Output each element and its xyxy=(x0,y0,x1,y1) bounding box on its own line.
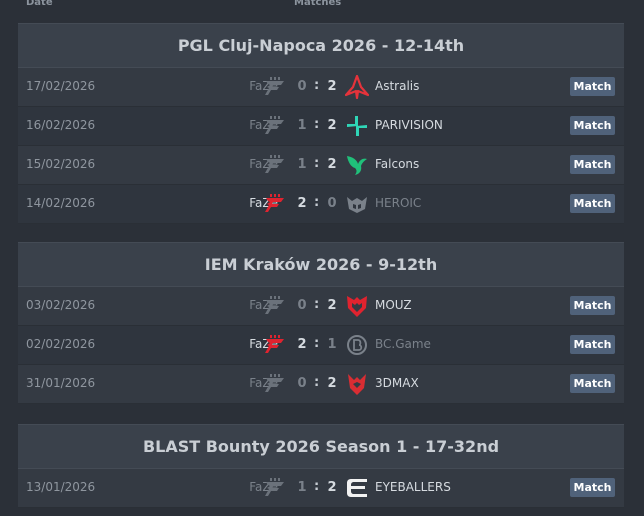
match-row: 03/02/2026 FaZe 0 : 2 MOUZ Match xyxy=(18,287,624,326)
score-separator: : xyxy=(314,156,320,171)
score-separator: : xyxy=(314,297,320,312)
event-title: PGL Cluj-Napoca 2026 - 12-14th xyxy=(18,23,624,68)
match-button[interactable]: Match xyxy=(570,296,615,315)
match-button[interactable]: Match xyxy=(570,116,615,135)
mouz-logo-icon xyxy=(345,294,369,318)
event-section-blast-bounty: BLAST Bounty 2026 Season 1 - 17-32nd 13/… xyxy=(18,424,624,508)
score-separator: : xyxy=(314,479,320,494)
match-row: 15/02/2026 FaZe 1 : 2 Falcons Match xyxy=(18,146,624,185)
faze-logo-icon xyxy=(264,296,286,316)
match-row: 16/02/2026 FaZe 1 : 2 PARIVISION Match xyxy=(18,107,624,146)
team2-name: PARIVISION xyxy=(375,118,443,132)
parivision-logo-icon xyxy=(345,114,369,138)
score-separator: : xyxy=(314,195,320,210)
column-header-date: Date xyxy=(26,0,53,8)
score-separator: : xyxy=(314,117,320,132)
score-separator: : xyxy=(314,78,320,93)
team2-score: 0 xyxy=(327,196,337,211)
match-row: 17/02/2026 FaZe 0 : 2 Astralis Match xyxy=(18,68,624,107)
team1-score: 0 xyxy=(297,298,307,313)
faze-logo-icon xyxy=(264,77,286,97)
event-title: IEM Kraków 2026 - 9-12th xyxy=(18,242,624,287)
match-button[interactable]: Match xyxy=(570,374,615,393)
column-headers: Date Matches xyxy=(0,0,644,12)
match-date: 14/02/2026 xyxy=(26,196,96,210)
match-date: 17/02/2026 xyxy=(26,79,96,93)
team1-score: 1 xyxy=(297,118,307,133)
faze-logo-icon xyxy=(264,116,286,136)
eyeballers-logo-icon xyxy=(345,476,369,500)
team2-name: BC.Game xyxy=(375,337,431,351)
score-separator: : xyxy=(314,375,320,390)
team2-name: EYEBALLERS xyxy=(375,480,451,494)
match-date: 31/01/2026 xyxy=(26,376,96,390)
team2-name: MOUZ xyxy=(375,298,412,312)
match-date: 16/02/2026 xyxy=(26,118,96,132)
event-title: BLAST Bounty 2026 Season 1 - 17-32nd xyxy=(18,424,624,469)
team2-name: 3DMAX xyxy=(375,376,419,390)
match-button[interactable]: Match xyxy=(570,478,615,497)
team2-score: 2 xyxy=(327,79,337,94)
team2-name: Astralis xyxy=(375,79,420,93)
match-date: 02/02/2026 xyxy=(26,337,96,351)
team2-score: 2 xyxy=(327,157,337,172)
score-separator: : xyxy=(314,336,320,351)
faze-logo-icon xyxy=(264,478,286,498)
faze-logo-icon xyxy=(264,194,286,214)
match-button[interactable]: Match xyxy=(570,335,615,354)
match-button[interactable]: Match xyxy=(570,77,615,96)
team1-score: 2 xyxy=(297,337,307,352)
match-date: 13/01/2026 xyxy=(26,480,96,494)
3dmax-logo-icon xyxy=(345,372,369,396)
match-button[interactable]: Match xyxy=(570,194,615,213)
heroic-logo-icon xyxy=(345,192,369,216)
match-row: 02/02/2026 FaZe 2 : 1 BC.Game Match xyxy=(18,326,624,365)
column-header-matches: Matches xyxy=(294,0,342,8)
team1-score: 0 xyxy=(297,79,307,94)
team2-score: 1 xyxy=(327,337,337,352)
match-button[interactable]: Match xyxy=(570,155,615,174)
match-date: 03/02/2026 xyxy=(26,298,96,312)
match-row: 13/01/2026 FaZe 1 : 2 EYEBALLERS Match xyxy=(18,469,624,508)
team1-score: 2 xyxy=(297,196,307,211)
team2-name: Falcons xyxy=(375,157,420,171)
team2-score: 2 xyxy=(327,480,337,495)
astralis-logo-icon xyxy=(345,75,369,99)
team1-score: 1 xyxy=(297,157,307,172)
team2-score: 2 xyxy=(327,376,337,391)
faze-logo-icon xyxy=(264,335,286,355)
team1-score: 1 xyxy=(297,480,307,495)
team1-score: 0 xyxy=(297,376,307,391)
event-section-iem-krakow: IEM Kraków 2026 - 9-12th 03/02/2026 FaZe… xyxy=(18,242,624,404)
match-row: 31/01/2026 FaZe 0 : 2 3DMAX Match xyxy=(18,365,624,404)
faze-logo-icon xyxy=(264,374,286,394)
team2-name: HEROIC xyxy=(375,196,422,210)
event-section-pgl-cluj-napoca: PGL Cluj-Napoca 2026 - 12-14th 17/02/202… xyxy=(18,23,624,224)
bcgame-logo-icon xyxy=(345,333,369,357)
team2-score: 2 xyxy=(327,298,337,313)
match-date: 15/02/2026 xyxy=(26,157,96,171)
team2-score: 2 xyxy=(327,118,337,133)
faze-logo-icon xyxy=(264,155,286,175)
falcons-logo-icon xyxy=(345,153,369,177)
match-row: 14/02/2026 FaZe 2 : 0 HEROIC Match xyxy=(18,185,624,224)
